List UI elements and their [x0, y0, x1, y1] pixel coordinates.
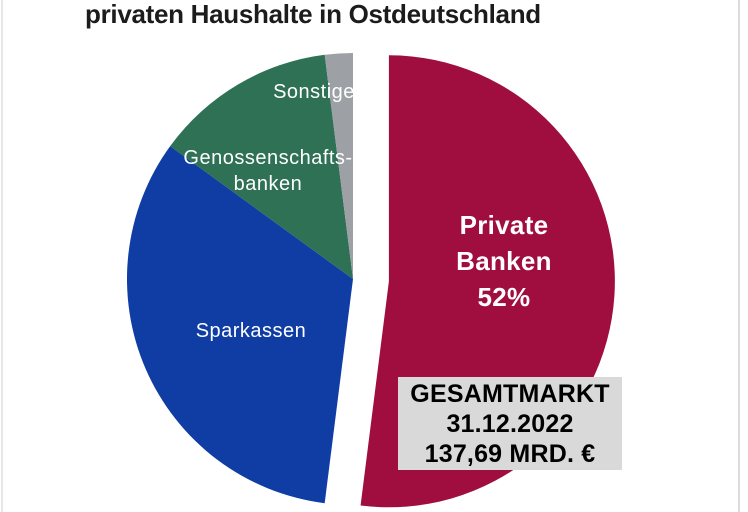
slice-label-sparkassen: Sparkassen — [195, 320, 307, 342]
annotation-line-volume: 137,69 MRD. € — [424, 439, 596, 468]
annotation-line-date: 31.12.2022 — [446, 409, 574, 438]
chart-title: privaten Haushalte in Ostdeutschland — [85, 0, 541, 29]
gesamtmarkt-annotation: GESAMTMARKT 31.12.2022 137,69 MRD. € — [398, 377, 622, 470]
left-edge-line — [1, 0, 3, 512]
pie-slice-sparkassen — [126, 146, 353, 504]
slice-label-genossenschaftsbanken: Genossenschafts- banken — [183, 147, 353, 195]
right-edge-line — [738, 0, 740, 512]
pie-slice-sonstige — [324, 53, 353, 279]
pie-slice-genossenschaftsbanken — [170, 54, 353, 279]
slice-label-sonstige: Sonstige — [273, 81, 355, 103]
slice-label-private-banken: Private Banken 52% — [456, 210, 552, 312]
annotation-line-market: GESAMTMARKT — [410, 379, 610, 408]
